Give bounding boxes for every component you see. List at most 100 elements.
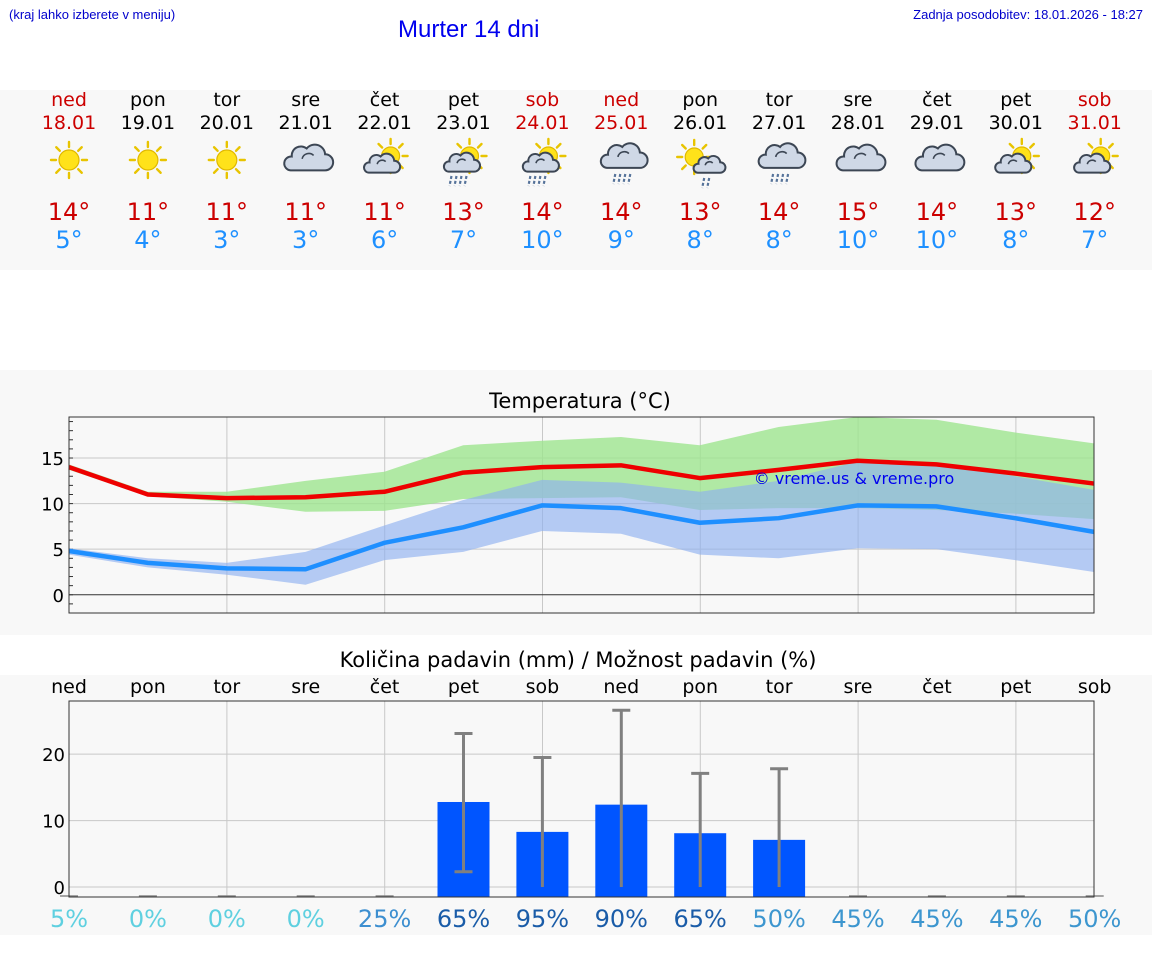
precipitation-day-label: pet	[1000, 676, 1031, 698]
max-temperature-line	[68, 458, 1095, 501]
rain-drop	[453, 175, 458, 187]
rain-drop	[537, 175, 542, 187]
cloud-shape	[363, 152, 402, 174]
cloud-shape	[1073, 152, 1112, 174]
min-temperature: 3°	[213, 226, 240, 254]
day-name: pet	[448, 89, 479, 111]
sun-ray	[133, 167, 140, 174]
precipitation-probability: 90%	[595, 905, 648, 933]
cloud-rain-icon	[757, 142, 807, 185]
sun-ray	[555, 142, 562, 149]
rain-drop	[532, 175, 537, 187]
cloud-shape	[994, 152, 1033, 174]
day-name: čet	[922, 89, 952, 111]
day-name: sre	[291, 89, 320, 111]
rain-drop	[706, 177, 711, 189]
precipitation-plot-frame	[68, 700, 1095, 898]
min-temperature: 6°	[371, 226, 398, 254]
partly-cloudy-icon	[363, 137, 409, 175]
day-date: 24.01	[515, 112, 569, 134]
sun-disc	[216, 149, 238, 171]
precipitation-probability: 5%	[50, 905, 88, 933]
sun-rain-icon	[442, 137, 488, 187]
min-temperature: 3°	[292, 226, 319, 254]
day-date: 25.01	[594, 112, 648, 134]
sun-ray	[456, 142, 463, 149]
cloud-line	[535, 158, 546, 164]
sun-ray	[476, 142, 483, 149]
cloud-icon	[835, 143, 887, 172]
cloud-shape	[283, 143, 335, 172]
sun-ray	[212, 167, 219, 174]
precipitation-tick-label: 0	[54, 878, 65, 899]
sun-ray	[535, 142, 542, 149]
day-date: 20.01	[200, 112, 254, 134]
day-date: 22.01	[357, 112, 411, 134]
temperature-tick-label: 0	[53, 586, 64, 607]
sun-ray	[55, 167, 62, 174]
temperature-chart-title: Temperatura (°C)	[488, 389, 671, 413]
day-date: 29.01	[910, 112, 964, 134]
rain-drop	[463, 175, 468, 187]
day-date: 21.01	[278, 112, 332, 134]
sun-ray	[1008, 142, 1015, 149]
precipitation-tick-label: 10	[42, 812, 65, 833]
precipitation-day-label: ned	[603, 676, 639, 698]
cloud-shape	[442, 151, 482, 173]
temperature-tick-label: 5	[53, 540, 64, 561]
max-temperature: 11°	[284, 198, 327, 226]
cloud-rain-icon	[599, 142, 649, 185]
rain-drop	[780, 173, 785, 185]
day-name: tor	[766, 89, 793, 111]
rain-drop	[701, 177, 706, 189]
min-temperature: 8°	[765, 226, 792, 254]
menu-hint: (kraj lahko izberete v meniju)	[9, 7, 176, 22]
sun-ray	[1029, 142, 1036, 149]
rain-drop	[622, 173, 627, 185]
rain-drop	[785, 173, 790, 185]
sun-ray	[701, 143, 708, 150]
min-temperature-line	[68, 503, 1095, 572]
min-temperature: 7°	[1081, 226, 1108, 254]
rain-drop	[458, 175, 463, 187]
precipitation-day-label: tor	[213, 676, 240, 698]
precipitation-probability: 50%	[1068, 905, 1121, 933]
max-temperature: 14°	[521, 198, 564, 226]
sun-ray	[76, 146, 83, 153]
cloud-line	[853, 152, 867, 160]
precipitation-day-label: sre	[291, 676, 320, 698]
sun-shower-icon	[676, 138, 727, 189]
sun-ray	[234, 167, 241, 174]
min-temperature: 8°	[1002, 226, 1029, 254]
cloud-shape	[599, 142, 649, 169]
max-temperature: 14°	[600, 198, 643, 226]
precipitation-probability: 65%	[437, 905, 490, 933]
precipitation-day-label: ned	[51, 676, 87, 698]
rain-drop	[775, 173, 780, 185]
day-name: čet	[370, 89, 400, 111]
cloud-shape	[914, 143, 966, 172]
max-temperature: 14°	[916, 198, 959, 226]
rain-drop	[617, 173, 622, 185]
forecast-strip-background	[0, 90, 1152, 270]
sun-ray	[680, 164, 687, 171]
max-temperature: 11°	[206, 198, 249, 226]
day-name: sob	[1078, 89, 1112, 111]
sun-ray	[1087, 142, 1094, 149]
day-date: 28.01	[831, 112, 885, 134]
precipitation-probability: 45%	[831, 905, 884, 933]
copyright-watermark: © vreme.us & vreme.pro	[754, 469, 955, 488]
day-date: 27.01	[752, 112, 806, 134]
day-name: pon	[130, 89, 166, 111]
cloud-icon	[283, 143, 335, 172]
day-name: ned	[51, 89, 87, 111]
min-temperature: 7°	[450, 226, 477, 254]
min-temperature: 8°	[687, 226, 714, 254]
sun-icon	[207, 140, 247, 180]
sun-ray	[377, 142, 384, 149]
rain-drop	[770, 173, 775, 185]
rain-drop	[527, 175, 532, 187]
min-temperature-band	[69, 461, 1094, 585]
precipitation-probability: 0%	[287, 905, 325, 933]
